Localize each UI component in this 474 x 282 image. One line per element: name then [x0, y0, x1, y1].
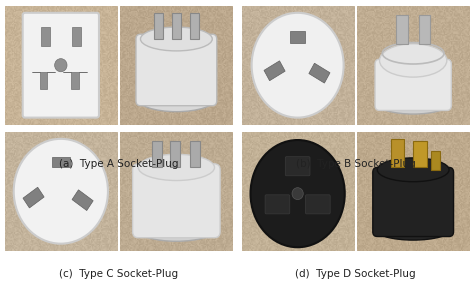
Ellipse shape: [138, 154, 215, 180]
FancyBboxPatch shape: [133, 164, 220, 238]
Bar: [152, 141, 162, 168]
FancyBboxPatch shape: [375, 59, 451, 111]
FancyBboxPatch shape: [305, 195, 330, 214]
Text: (d)  Type D Socket-Plug: (d) Type D Socket-Plug: [295, 269, 416, 279]
Ellipse shape: [252, 13, 344, 118]
Bar: [413, 141, 427, 168]
Bar: [52, 157, 70, 168]
FancyBboxPatch shape: [285, 157, 310, 176]
Circle shape: [55, 59, 67, 72]
FancyBboxPatch shape: [136, 34, 217, 106]
Bar: [264, 61, 285, 81]
FancyBboxPatch shape: [373, 168, 454, 237]
Bar: [419, 15, 430, 44]
FancyArrow shape: [63, 72, 87, 89]
Ellipse shape: [137, 217, 216, 241]
Ellipse shape: [251, 140, 345, 247]
Ellipse shape: [14, 139, 108, 244]
Ellipse shape: [380, 44, 447, 77]
FancyBboxPatch shape: [23, 13, 99, 118]
Bar: [23, 187, 44, 208]
Bar: [190, 141, 200, 168]
Ellipse shape: [137, 85, 216, 112]
Circle shape: [292, 188, 303, 200]
Bar: [72, 190, 93, 211]
Ellipse shape: [140, 27, 212, 51]
Bar: [309, 63, 330, 83]
Bar: [41, 27, 50, 46]
Bar: [190, 13, 199, 39]
Bar: [72, 27, 81, 46]
Bar: [396, 15, 408, 44]
Text: (c)  Type C Socket-Plug: (c) Type C Socket-Plug: [59, 269, 178, 279]
FancyArrow shape: [32, 72, 55, 89]
Bar: [391, 139, 404, 168]
Bar: [290, 31, 305, 43]
Ellipse shape: [377, 158, 449, 182]
Ellipse shape: [375, 219, 451, 240]
Bar: [431, 151, 440, 170]
Bar: [154, 13, 163, 39]
Bar: [172, 13, 181, 39]
Text: (b)  Type B Socket-Plug: (b) Type B Socket-Plug: [296, 159, 415, 169]
Ellipse shape: [377, 92, 450, 114]
FancyBboxPatch shape: [265, 195, 290, 214]
Bar: [170, 141, 180, 168]
Text: (a)  Type A Socket-Plug: (a) Type A Socket-Plug: [59, 159, 178, 169]
